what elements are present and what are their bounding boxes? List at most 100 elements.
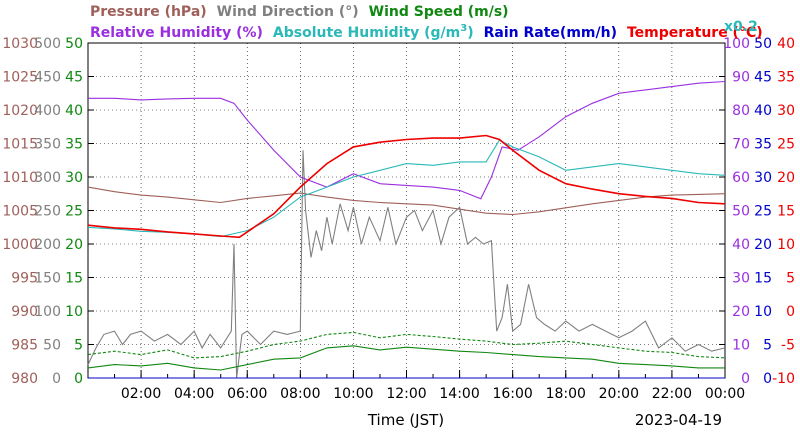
temperature-tick-label: 5 [786,271,795,287]
x-tick-label: 02:00 [121,386,161,402]
humidity-tick-label: 30 [732,271,750,287]
rain-rate-tick-label: 5 [763,338,772,354]
humidity-tick-label: 60 [732,170,750,186]
humidity-tick-label: 50 [732,204,750,220]
series-wind-direction [87,150,726,379]
pressure-tick-label: 1010 [2,170,38,186]
x-tick-label: 04:00 [174,386,214,402]
wind-speed-tick-label: 25 [65,204,83,220]
wind-direction-tick-label: 50 [43,338,61,354]
temperature-tick-label: 0 [786,304,795,320]
temperature-tick-label: 20 [777,170,795,186]
rain-rate-tick-label: 0 [763,371,772,387]
wind-speed-tick-label: 40 [65,103,83,119]
temperature-tick-label: 25 [777,137,795,153]
x-tick-label: 14:00 [439,386,479,402]
legend-item: Pressure (hPa) [90,4,207,20]
wind-speed-tick-label: 20 [65,237,83,253]
wind-direction-tick-label: 300 [34,170,61,186]
wind-direction-tick-label: 500 [34,36,61,52]
series-wind-speed-dashed [87,331,726,359]
pressure-tick-label: 1000 [2,237,38,253]
humidity-tick-label: 90 [732,70,750,86]
wind-speed-tick-label: 35 [65,137,83,153]
pressure-tick-label: 985 [11,338,38,354]
rain-rate-tick-label: 25 [754,204,772,220]
x-axis: 02:00 04:00 06:00 08:00 10:00 12:00 14:00 16:00… [114,370,745,402]
temperature-tick-label: -5 [781,338,795,354]
x-tick-label: 10:00 [333,386,373,402]
x-tick-label: 08:00 [280,386,320,402]
humidity-tick-label: 80 [732,103,750,119]
humidity-tick-label: 100 [723,36,750,52]
x-tick-label: 22:00 [652,386,692,402]
series-pressure [87,186,726,216]
legend-item: Wind Speed (m/s) [369,4,509,20]
wind-direction-tick-label: 250 [34,204,61,220]
humidity-tick-label: 40 [732,237,750,253]
rain-rate-tick-label: 15 [754,271,772,287]
rain-rate-tick-label: 40 [754,103,772,119]
left-axes: 9809859909951000100510101015102010251030… [2,36,94,387]
wind-speed-tick-label: 50 [65,36,83,52]
temperature-tick-label: 40 [777,36,795,52]
wind-direction-tick-label: 150 [34,271,61,287]
x-tick-label: 00:00 [705,386,745,402]
wind-speed-tick-label: 10 [65,304,83,320]
wind-direction-tick-label: 350 [34,137,61,153]
wind-speed-tick-label: 45 [65,70,83,86]
pressure-tick-label: 980 [11,371,38,387]
humidity-tick-label: 70 [732,137,750,153]
wind-direction-tick-label: 450 [34,70,61,86]
rain-rate-tick-label: 20 [754,237,772,253]
temperature-tick-label: 30 [777,103,795,119]
wind-speed-tick-label: 5 [74,338,83,354]
pressure-tick-label: 1020 [2,103,38,119]
x-tick-label: 20:00 [599,386,639,402]
x-tick-label: 12:00 [386,386,426,402]
series-humidity [88,80,726,200]
wind-direction-tick-label: 0 [52,371,61,387]
date-label: 2023-04-19 [635,411,722,429]
pressure-tick-label: 1030 [2,36,38,52]
wind-direction-tick-label: 400 [34,103,61,119]
rain-rate-tick-label: 45 [754,70,772,86]
legend-item: Absolute Humidity (g/m3) [273,23,474,41]
temperature-tick-label: 10 [777,237,795,253]
factor-label: x0.2 [724,19,758,35]
rain-rate-tick-label: 10 [754,304,772,320]
pressure-tick-label: 990 [11,304,38,320]
x-axis-label: Time (JST) [367,411,444,429]
rain-rate-tick-label: 30 [754,170,772,186]
legend-item: Rain Rate(mm/h) [484,25,617,41]
x-tick-label: 16:00 [492,386,532,402]
legend-item: Temperature (°C) [627,25,763,41]
pressure-tick-label: 995 [11,271,38,287]
x-tick-label: 18:00 [546,386,586,402]
x-tick-label: 06:00 [227,386,267,402]
series-wind-speed [87,345,725,371]
wind-speed-tick-label: 0 [74,371,83,387]
wind-direction-tick-label: 200 [34,237,61,253]
wind-speed-tick-label: 30 [65,170,83,186]
humidity-tick-label: 20 [732,304,750,320]
wind-speed-tick-label: 15 [65,271,83,287]
legend: Pressure (hPa) Wind Direction (°) Wind Spe… [90,4,763,41]
series-temperature [87,134,726,239]
temperature-tick-label: 35 [777,70,795,86]
series-layer [87,80,726,379]
humidity-tick-label: 0 [741,371,750,387]
rain-rate-tick-label: 35 [754,137,772,153]
humidity-tick-label: 10 [732,338,750,354]
rain-rate-tick-label: 50 [754,36,772,52]
wind-direction-tick-label: 100 [34,304,61,320]
temperature-tick-label: -10 [772,371,795,387]
legend-item: Wind Direction (°) [217,4,359,20]
pressure-tick-label: 1005 [2,204,38,220]
pressure-tick-label: 1015 [2,137,38,153]
temperature-tick-label: 15 [777,204,795,220]
legend-item: Relative Humidity (%) [90,25,263,41]
right-axes: 0102030405060708090100051015202530354045… [719,36,795,387]
pressure-tick-label: 1025 [2,70,38,86]
